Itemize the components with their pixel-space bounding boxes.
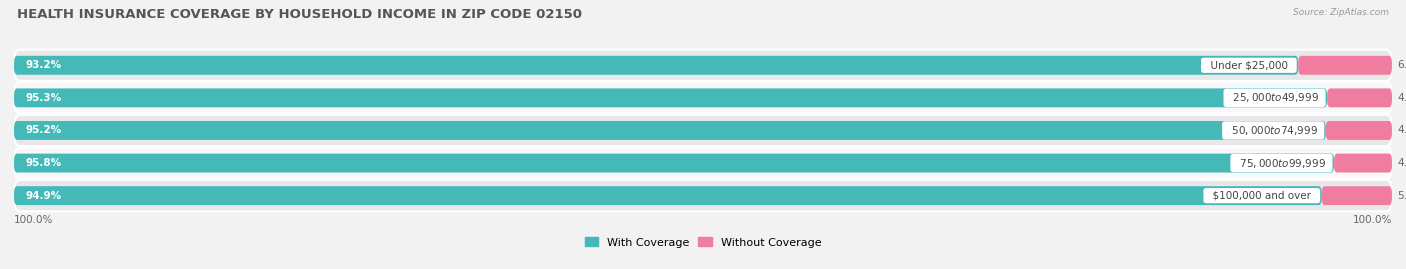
Text: 93.2%: 93.2% bbox=[25, 60, 62, 70]
Text: 100.0%: 100.0% bbox=[14, 215, 53, 225]
Text: 4.7%: 4.7% bbox=[1398, 93, 1406, 103]
Text: 4.8%: 4.8% bbox=[1398, 125, 1406, 136]
FancyBboxPatch shape bbox=[14, 154, 1334, 172]
FancyBboxPatch shape bbox=[14, 89, 1327, 107]
Text: 95.8%: 95.8% bbox=[25, 158, 62, 168]
FancyBboxPatch shape bbox=[14, 186, 1322, 205]
FancyBboxPatch shape bbox=[1326, 121, 1392, 140]
Text: $100,000 and over: $100,000 and over bbox=[1206, 191, 1317, 201]
FancyBboxPatch shape bbox=[14, 82, 1392, 114]
Text: 100.0%: 100.0% bbox=[1353, 215, 1392, 225]
Text: 95.2%: 95.2% bbox=[25, 125, 62, 136]
FancyBboxPatch shape bbox=[1327, 89, 1392, 107]
FancyBboxPatch shape bbox=[14, 147, 1392, 179]
Text: 95.3%: 95.3% bbox=[25, 93, 62, 103]
Text: 6.8%: 6.8% bbox=[1398, 60, 1406, 70]
FancyBboxPatch shape bbox=[14, 180, 1392, 211]
Legend: With Coverage, Without Coverage: With Coverage, Without Coverage bbox=[581, 233, 825, 252]
Text: $50,000 to $74,999: $50,000 to $74,999 bbox=[1225, 124, 1322, 137]
Text: 94.9%: 94.9% bbox=[25, 191, 62, 201]
FancyBboxPatch shape bbox=[1298, 56, 1392, 75]
FancyBboxPatch shape bbox=[14, 56, 1298, 75]
FancyBboxPatch shape bbox=[14, 121, 1326, 140]
FancyBboxPatch shape bbox=[14, 115, 1392, 146]
Text: Under $25,000: Under $25,000 bbox=[1204, 60, 1294, 70]
Text: $75,000 to $99,999: $75,000 to $99,999 bbox=[1233, 157, 1330, 169]
FancyBboxPatch shape bbox=[1334, 154, 1392, 172]
Text: HEALTH INSURANCE COVERAGE BY HOUSEHOLD INCOME IN ZIP CODE 02150: HEALTH INSURANCE COVERAGE BY HOUSEHOLD I… bbox=[17, 8, 582, 21]
Text: $25,000 to $49,999: $25,000 to $49,999 bbox=[1226, 91, 1323, 104]
FancyBboxPatch shape bbox=[1322, 186, 1392, 205]
Text: Source: ZipAtlas.com: Source: ZipAtlas.com bbox=[1294, 8, 1389, 17]
FancyBboxPatch shape bbox=[14, 50, 1392, 81]
Text: 5.1%: 5.1% bbox=[1398, 191, 1406, 201]
Text: 4.2%: 4.2% bbox=[1398, 158, 1406, 168]
